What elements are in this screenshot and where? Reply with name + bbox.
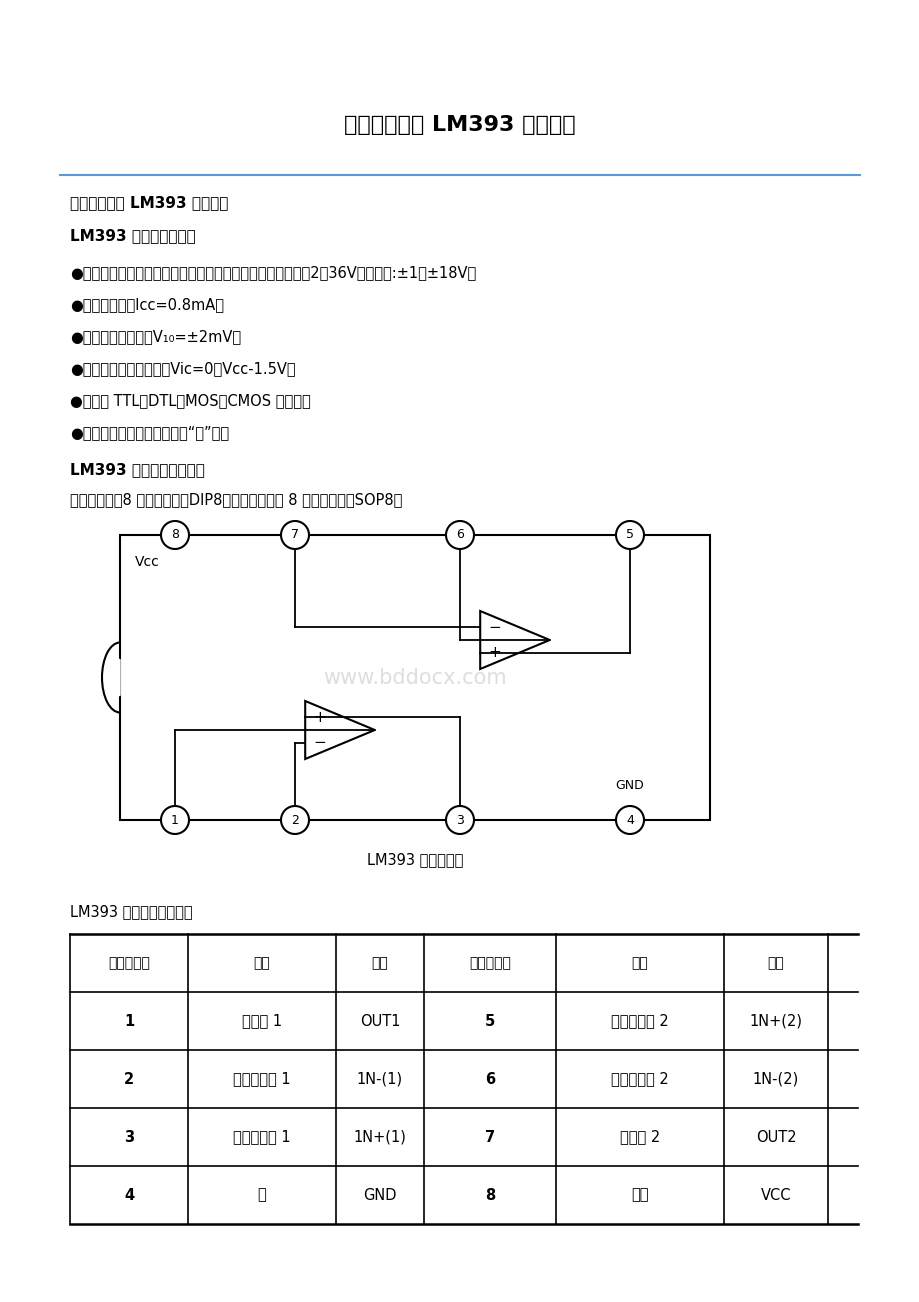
Text: 3: 3 [456, 814, 463, 827]
Text: 2: 2 [124, 1072, 134, 1086]
Text: 符号: 符号 [371, 956, 388, 970]
Text: LM393 引脚图及内部框图: LM393 引脚图及内部框图 [70, 462, 205, 477]
Text: 符号: 符号 [766, 956, 784, 970]
Text: Vcc: Vcc [135, 555, 160, 569]
Text: 采用双列直排8 脚塑料封装（DIP8）和微形的双列 8 脚塑料封装（SOP8）: 采用双列直排8 脚塑料封装（DIP8）和微形的双列 8 脚塑料封装（SOP8） [70, 492, 402, 506]
Text: −: − [313, 736, 325, 750]
Text: VCC: VCC [760, 1187, 790, 1203]
Text: GND: GND [615, 779, 643, 792]
Text: 引出端序号: 引出端序号 [469, 956, 510, 970]
Text: www.bddocx.com: www.bddocx.com [323, 668, 506, 687]
Text: 7: 7 [290, 529, 299, 542]
Text: 6: 6 [484, 1072, 494, 1086]
Text: ●输出可以用开路集电极连接“或”门；: ●输出可以用开路集电极连接“或”门； [70, 424, 229, 440]
Text: −: − [488, 620, 501, 635]
Text: 输出端 2: 输出端 2 [619, 1130, 660, 1144]
Text: 8: 8 [484, 1187, 494, 1203]
Text: LM393 内部结构图: LM393 内部结构图 [367, 852, 462, 867]
Text: 1N+(2): 1N+(2) [749, 1013, 801, 1029]
Wedge shape [102, 660, 119, 695]
Text: 2: 2 [290, 814, 299, 827]
Text: LM393 引脚功能排列表：: LM393 引脚功能排列表： [70, 904, 192, 919]
Text: 反向输入端 1: 反向输入端 1 [233, 1072, 290, 1086]
Circle shape [446, 806, 473, 835]
Text: +: + [313, 710, 325, 725]
Text: ●输出与 TTL，DTL，MOS，CMOS 等兼容；: ●输出与 TTL，DTL，MOS，CMOS 等兼容； [70, 393, 311, 408]
Text: ●工作电源电压范围宽，单电源、双电源均可工作，单电源：2～36V，双电源:±1～±18V；: ●工作电源电压范围宽，单电源、双电源均可工作，单电源：2～36V，双电源:±1～… [70, 266, 476, 280]
Text: 8: 8 [171, 529, 179, 542]
Text: 功能: 功能 [631, 956, 648, 970]
Text: ●共模输入电压范围宽，Vic=0～Vcc-1.5V；: ●共模输入电压范围宽，Vic=0～Vcc-1.5V； [70, 361, 295, 376]
Circle shape [280, 806, 309, 835]
Text: GND: GND [363, 1187, 396, 1203]
Text: 地: 地 [257, 1187, 267, 1203]
Text: 1: 1 [124, 1013, 134, 1029]
Circle shape [616, 521, 643, 549]
Text: LM393 主要特点如下：: LM393 主要特点如下： [70, 228, 196, 243]
Text: 1: 1 [171, 814, 178, 827]
Text: 4: 4 [626, 814, 633, 827]
Text: ●输入失调电压小，V₁₀=±2mV；: ●输入失调电压小，V₁₀=±2mV； [70, 329, 241, 344]
Text: 5: 5 [484, 1013, 494, 1029]
Text: 4: 4 [124, 1187, 134, 1203]
Text: +: + [488, 646, 501, 660]
Text: 双电压比较器 LM393 中文资料: 双电压比较器 LM393 中文资料 [344, 115, 575, 135]
Circle shape [280, 521, 309, 549]
Circle shape [446, 521, 473, 549]
Text: 1N+(1): 1N+(1) [353, 1130, 406, 1144]
Text: 功能: 功能 [254, 956, 270, 970]
Text: 5: 5 [625, 529, 633, 542]
Text: OUT1: OUT1 [359, 1013, 400, 1029]
Circle shape [616, 806, 643, 835]
Text: 6: 6 [456, 529, 463, 542]
Text: 7: 7 [484, 1130, 494, 1144]
Bar [119, 535, 709, 820]
Circle shape [161, 521, 188, 549]
Text: 电源: 电源 [630, 1187, 648, 1203]
Text: 双电压比较器 LM393 中文资料: 双电压比较器 LM393 中文资料 [70, 195, 228, 210]
Text: 3: 3 [124, 1130, 134, 1144]
Text: 正向输入端 1: 正向输入端 1 [233, 1130, 290, 1144]
Text: 输出端 1: 输出端 1 [242, 1013, 282, 1029]
Text: ●消耗电流小，Icc=0.8mA；: ●消耗电流小，Icc=0.8mA； [70, 297, 223, 312]
Text: 反向输入端 2: 反向输入端 2 [610, 1072, 668, 1086]
Circle shape [161, 806, 188, 835]
Text: 正向输入端 2: 正向输入端 2 [610, 1013, 668, 1029]
Text: 引出端序号: 引出端序号 [108, 956, 150, 970]
Text: OUT2: OUT2 [754, 1130, 796, 1144]
Text: 1N-(2): 1N-(2) [752, 1072, 799, 1086]
Text: 1N-(1): 1N-(1) [357, 1072, 403, 1086]
